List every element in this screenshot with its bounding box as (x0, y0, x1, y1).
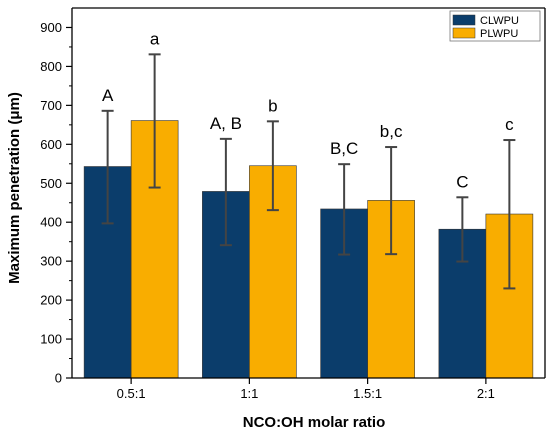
x-tick-label-2: 1.5:1 (353, 386, 382, 401)
x-tick-label-1: 1:1 (240, 386, 258, 401)
significance-label-clwpu-0: A (102, 86, 114, 105)
significance-label-clwpu-3: C (456, 172, 468, 191)
y-tick-label-100: 100 (40, 332, 62, 347)
y-tick-label-900: 900 (40, 20, 62, 35)
significance-label-plwpu-0: a (150, 29, 160, 48)
y-tick-label-500: 500 (40, 176, 62, 191)
significance-label-plwpu-1: b (268, 96, 277, 115)
x-axis-title: NCO:OH molar ratio (243, 414, 386, 431)
x-tick-label-3: 2:1 (477, 386, 495, 401)
legend-label-plwpu: PLWPU (480, 28, 518, 40)
x-tick-label-0: 0.5:1 (117, 386, 146, 401)
plot-area: A A, B B,C Ca b b,c c 0 100 200 300 400 500 600 700 800… (40, 7, 546, 401)
y-tick-label-0: 0 (55, 371, 62, 386)
y-tick-label-300: 300 (40, 254, 62, 269)
legend-swatch-clwpu (452, 14, 476, 26)
y-tick-label-800: 800 (40, 59, 62, 74)
significance-label-plwpu-3: c (505, 115, 514, 134)
y-tick-label-200: 200 (40, 293, 62, 308)
y-tick-label-400: 400 (40, 215, 62, 230)
significance-label-plwpu-2: b,c (380, 122, 403, 141)
significance-label-clwpu-2: B,C (330, 139, 358, 158)
significance-label-clwpu-1: A, B (210, 114, 242, 133)
y-tick-label-600: 600 (40, 137, 62, 152)
legend-label-clwpu: CLWPU (480, 15, 519, 27)
legend-swatch-plwpu (452, 27, 476, 39)
y-tick-label-700: 700 (40, 98, 62, 113)
y-axis-title: Maximum penetration (μm) (6, 92, 23, 284)
